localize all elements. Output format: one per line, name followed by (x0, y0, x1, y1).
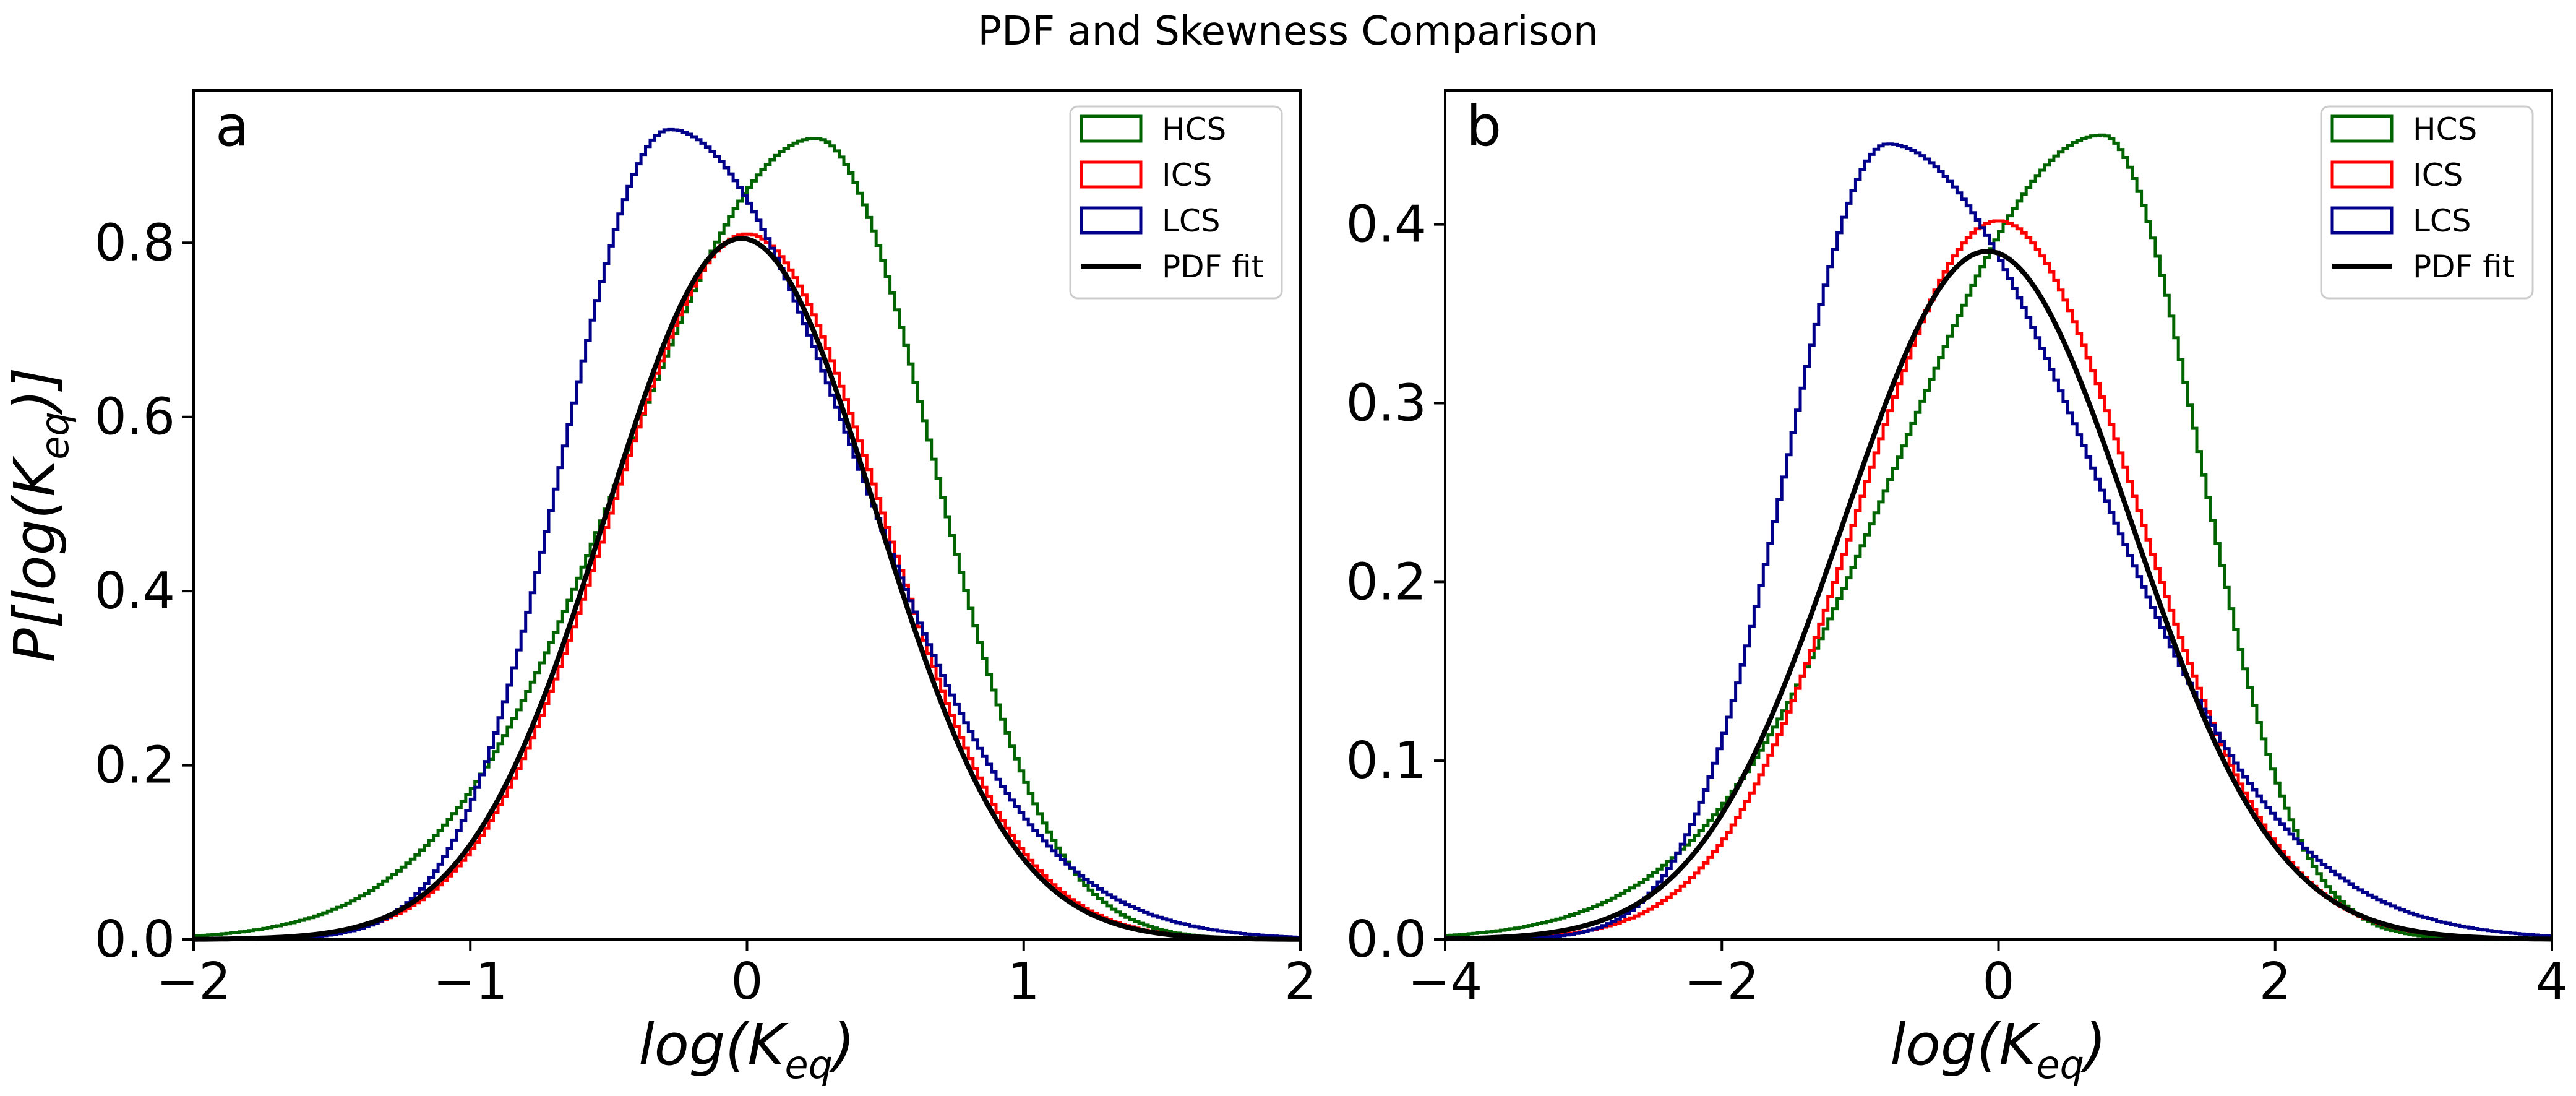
legend-swatch-lcs (1080, 206, 1143, 235)
y-tick-label: 0.1 (1346, 731, 1427, 790)
x-tick-label: 0 (731, 952, 763, 1011)
legend-swatch-hcs (2330, 114, 2394, 143)
panel-a-legend: HCS ICS LCS PDF fit (1069, 105, 1283, 300)
legend-swatch-ics (2330, 160, 2394, 189)
x-tick-label: −4 (1408, 952, 1483, 1011)
panel-b-ticks: −4 −2 0 2 4 0.0 0.1 0.2 0.3 0.4 (1346, 196, 2569, 1011)
legend-label-lcs: LCS (1162, 203, 1221, 239)
x-tick-label: −2 (1685, 952, 1759, 1011)
y-tick-label: 0.2 (1346, 553, 1427, 611)
y-tick-label: 0.2 (95, 736, 175, 795)
panel-b-xlabel: log(Keq) (1890, 1012, 2106, 1087)
legend-swatch-ics (1080, 160, 1143, 189)
panel-a-series (193, 127, 1301, 942)
y-tick-label: 0.4 (1346, 196, 1427, 254)
legend-label-ics: ICS (2413, 157, 2463, 193)
series-fit-line (1445, 248, 2552, 942)
legend-label-fit: PDF fit (1162, 249, 1263, 285)
panel-b: −4 −2 0 2 4 0.0 0.1 0.2 0.3 0.4 b log(Keq) HCS ICS… (1346, 89, 2569, 1087)
x-tick-label: 4 (2536, 952, 2568, 1011)
legend-label-fit: PDF fit (2413, 249, 2514, 285)
legend-label-lcs: LCS (2413, 203, 2471, 239)
panel-b-label: b (1466, 94, 1501, 159)
x-tick-label: −1 (433, 952, 508, 1011)
series-fit-line (193, 236, 1301, 942)
panel-a-ylabel: P[log(Keq)] (2, 367, 77, 662)
x-tick-label: −2 (157, 952, 231, 1011)
y-tick-label: 0.6 (95, 388, 175, 447)
series-ics-line (1445, 219, 2552, 941)
x-tick-label: 1 (1008, 952, 1040, 1011)
panel-a-xlabel: log(Keq) (638, 1012, 855, 1087)
y-tick-label: 0.0 (1346, 910, 1427, 969)
x-tick-label: 2 (1284, 952, 1316, 1011)
y-tick-label: 0.4 (95, 562, 175, 621)
legend-box (1069, 105, 1283, 300)
legend-box (2320, 105, 2534, 300)
y-tick-label: 0.8 (95, 214, 175, 272)
panel-b-series (1445, 133, 2552, 942)
series-ics-line (194, 232, 1300, 941)
panel-a: −2 −1 0 1 2 0.0 0.2 0.4 0.6 0.8 a log(Keq) P[log(… (2, 89, 1317, 1087)
panel-a-label: a (215, 94, 249, 159)
legend-label-hcs: HCS (2413, 111, 2477, 147)
legend-swatch-hcs (1080, 114, 1143, 143)
legend-label-hcs: HCS (1162, 111, 1226, 147)
y-tick-label: 0.3 (1346, 374, 1427, 433)
legend-label-ics: ICS (1162, 157, 1212, 193)
figure-title: PDF and Skewness Comparison (977, 9, 1598, 54)
panel-b-legend: HCS ICS LCS PDF fit (2320, 105, 2534, 300)
legend-swatch-lcs (2330, 206, 2394, 235)
x-tick-label: 0 (1982, 952, 2014, 1011)
panel-a-ticks: −2 −1 0 1 2 0.0 0.2 0.4 0.6 0.8 (95, 214, 1317, 1011)
x-tick-label: 2 (2259, 952, 2291, 1011)
y-tick-label: 0.0 (95, 910, 175, 969)
